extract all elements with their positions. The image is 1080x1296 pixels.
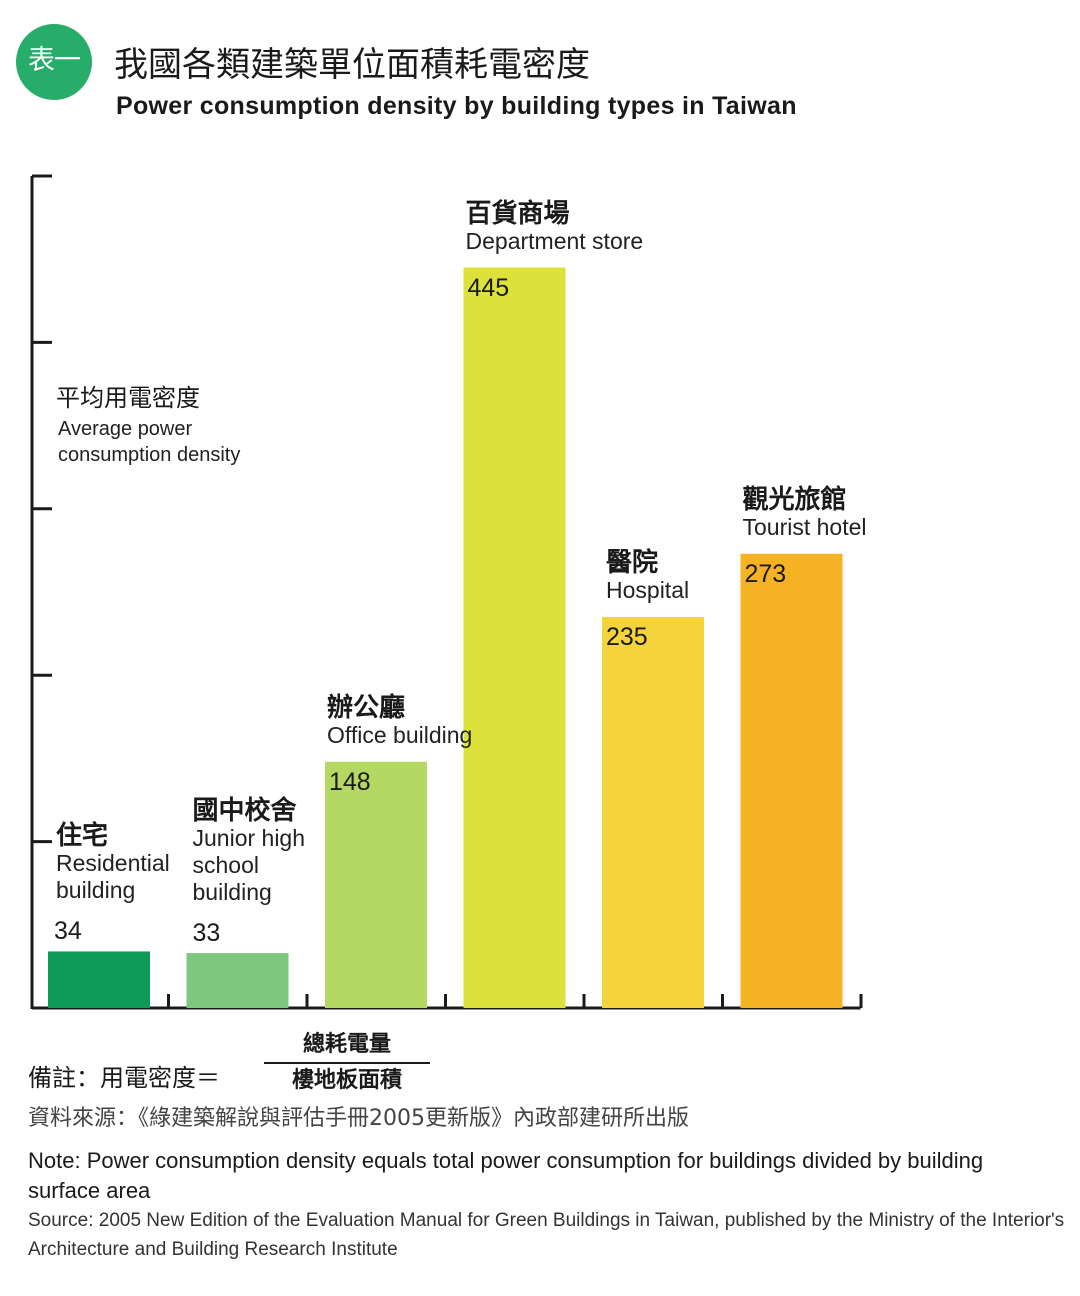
- bar-department-store: [463, 267, 566, 1008]
- category-label-zh: 住宅: [56, 821, 109, 852]
- badge-label: 表一: [28, 45, 81, 76]
- data-label: 273: [744, 559, 787, 588]
- category-label-zh: 觀光旅館: [742, 484, 847, 515]
- category-label-zh: 國中校舍: [192, 796, 297, 827]
- bar-office-building: [325, 761, 427, 1008]
- chart-title-zh: 我國各類建築單位面積耗電密度: [114, 45, 590, 85]
- bar-hospital: [602, 616, 704, 1008]
- bar-junior-high-school-building: [186, 953, 289, 1008]
- category-label-zh: 百貨商場: [465, 198, 570, 229]
- formula-denominator: 樓地板面積: [291, 1068, 402, 1093]
- source-en: Source: 2005 New Edition of the Evaluati…: [28, 1210, 1065, 1260]
- data-label: 235: [606, 622, 648, 651]
- data-label: 34: [54, 917, 82, 946]
- data-label: 445: [467, 273, 510, 302]
- bar-chart: [30, 174, 863, 1010]
- chart-title-en: Power consumption density by building ty…: [116, 92, 797, 120]
- bar-tourist-hotel: [740, 553, 843, 1008]
- data-label: 33: [192, 919, 221, 948]
- data-label: 148: [329, 767, 371, 796]
- formula-label: 備註：用電密度＝: [28, 1064, 220, 1092]
- category-label: 百貨商場 Department store: [465, 198, 696, 255]
- y-axis-label-en: Average power consumption density: [58, 416, 268, 468]
- category-label: 國中校舍 Junior high school building: [193, 798, 323, 906]
- y-axis-label-en-text: Average power consumption density: [58, 418, 241, 466]
- category-label-en: Residential building: [56, 850, 170, 904]
- category-label: 住宅 Residential building: [56, 823, 186, 904]
- category-label-zh: 辦公廳: [327, 692, 406, 723]
- category-label: 辦公廳 Office building: [327, 692, 527, 749]
- table-badge: 表一: [16, 24, 92, 100]
- source-zh: 資料來源：《綠建築解說與評估手冊2005更新版》內政部建研所出版: [28, 1106, 689, 1131]
- note-en: Note: Power consumption density equals t…: [28, 1148, 984, 1203]
- category-label-en: Hospital: [606, 576, 690, 603]
- category-label-en: Tourist hotel: [742, 513, 867, 540]
- category-label-en: Department store: [465, 227, 644, 254]
- bar-residential-building: [48, 951, 150, 1008]
- category-label: 醫院 Hospital: [606, 547, 746, 604]
- category-label-en: Office building: [327, 721, 473, 748]
- formula-fraction: 總耗電量 樓地板面積: [264, 1030, 430, 1096]
- formula-note: 備註：用電密度＝ 總耗電量 樓地板面積: [28, 1030, 448, 1096]
- category-label-en: Junior high school building: [192, 825, 306, 906]
- category-label: 觀光旅館 Tourist hotel: [742, 484, 913, 541]
- fraction-bar: [264, 1062, 430, 1064]
- formula-numerator: 總耗電量: [302, 1032, 391, 1057]
- category-label-zh: 醫院: [606, 547, 659, 578]
- y-axis-label-zh: 平均用電密度: [56, 384, 200, 412]
